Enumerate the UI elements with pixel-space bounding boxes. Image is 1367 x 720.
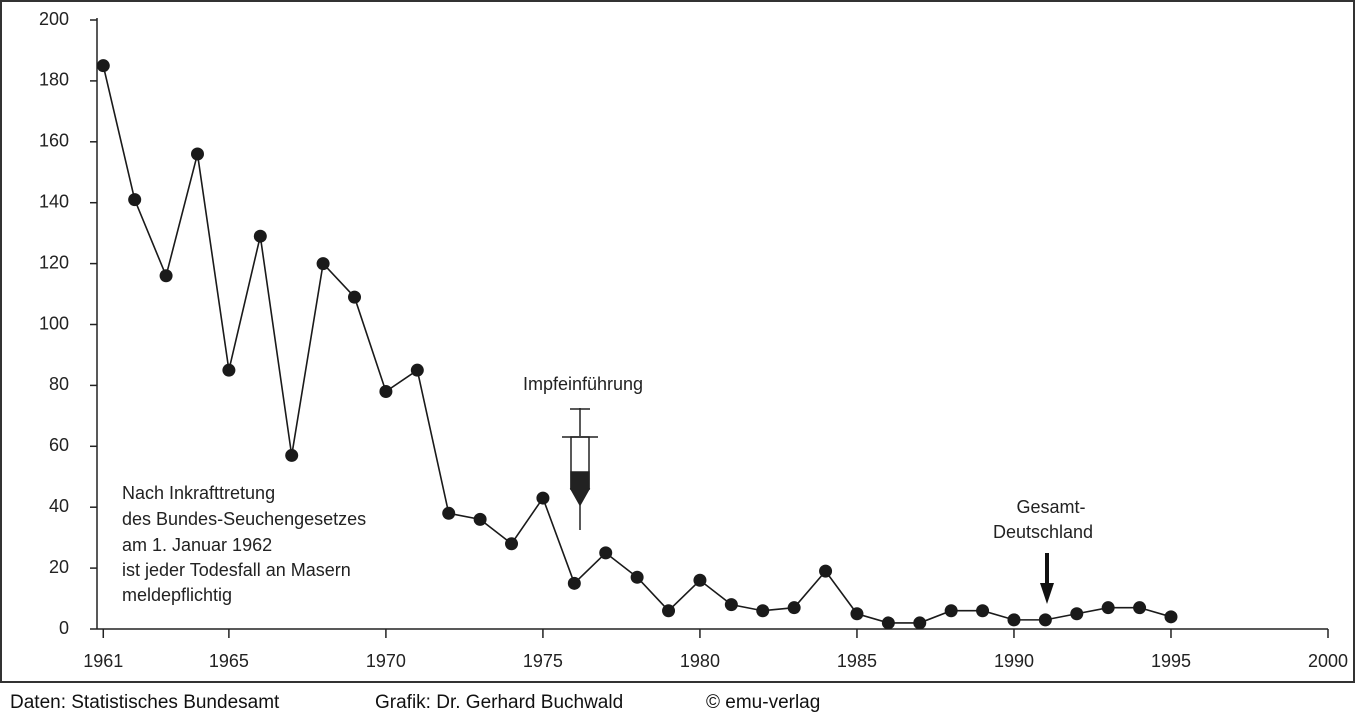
footer: Grafik: Dr. Gerhard Buchwald: [375, 692, 623, 713]
point: [881, 616, 895, 630]
point: [693, 573, 707, 587]
point: [379, 384, 393, 398]
x-tick-label: 1970: [366, 651, 406, 671]
arrow: [1040, 553, 1054, 604]
syringe: [562, 408, 598, 530]
point: [348, 290, 362, 304]
axes: 0 20 40 60 80 100 120 140 160 180 200 1961 1965 1970 1…: [39, 9, 1348, 671]
y-tick-label: 20: [49, 557, 69, 577]
point: [787, 601, 801, 615]
point: [976, 604, 990, 618]
vaccine-label: Impfeinführung: [523, 374, 643, 394]
y-tick-label: 80: [49, 374, 69, 394]
point: [662, 604, 676, 618]
point: [473, 512, 487, 526]
y-tick-label: 40: [49, 496, 69, 516]
point: [96, 59, 110, 73]
note-line: am 1. Januar 1962: [122, 535, 272, 555]
point: [567, 576, 581, 590]
note-line: Nach Inkrafttretung: [122, 483, 275, 503]
point: [1101, 601, 1115, 615]
x-tick-label: 2000: [1308, 651, 1348, 671]
y-tick-label: 180: [39, 70, 69, 90]
point: [599, 546, 613, 560]
x-tick-label: 1961: [83, 651, 123, 671]
point: [1007, 613, 1021, 627]
y-tick-label: 60: [49, 435, 69, 455]
point: [630, 570, 644, 584]
note-line: ist jeder Todesfall an Masern: [122, 560, 351, 580]
point: [1038, 613, 1052, 627]
x-tick-label: 1980: [680, 651, 720, 671]
point: [944, 604, 958, 618]
x-tick-label: 1965: [209, 651, 249, 671]
x-tick-label: 1990: [994, 651, 1034, 671]
point: [285, 448, 299, 462]
point: [316, 257, 330, 271]
y-tick-label: 140: [39, 191, 69, 211]
footer: Daten: Statistisches Bundesamt: [10, 692, 280, 713]
x-tick-label: 1995: [1151, 651, 1191, 671]
point: [222, 363, 236, 377]
x-tick-label: 1975: [523, 651, 563, 671]
point: [442, 506, 456, 520]
y-tick-label: 120: [39, 252, 69, 272]
point: [253, 229, 267, 243]
point: [410, 363, 424, 377]
x-tick-label: 1985: [837, 651, 877, 671]
point: [190, 147, 204, 161]
point: [850, 607, 864, 621]
y-tick-label: 160: [39, 131, 69, 151]
reunification-label: Gesamt-: [1016, 497, 1085, 517]
point: [128, 193, 142, 207]
point: [756, 604, 770, 618]
y-tick-label: 0: [59, 618, 69, 638]
point: [724, 598, 738, 612]
note-line: meldepflichtig: [122, 585, 232, 605]
frame: [0, 0, 1355, 683]
marks: [96, 59, 1178, 630]
y-tick-label: 100: [39, 313, 69, 333]
note-line: des Bundes-Seuchengesetzes: [122, 509, 366, 529]
y-tick-label: 200: [39, 9, 69, 29]
point: [1164, 610, 1178, 624]
point: [819, 564, 833, 578]
reunification-label: Deutschland: [993, 522, 1093, 542]
footer: © emu-verlag: [706, 692, 820, 713]
point: [159, 269, 173, 283]
point: [1133, 601, 1147, 615]
point: [1070, 607, 1084, 621]
point: [505, 537, 519, 551]
point: [536, 491, 550, 505]
point: [913, 616, 927, 630]
